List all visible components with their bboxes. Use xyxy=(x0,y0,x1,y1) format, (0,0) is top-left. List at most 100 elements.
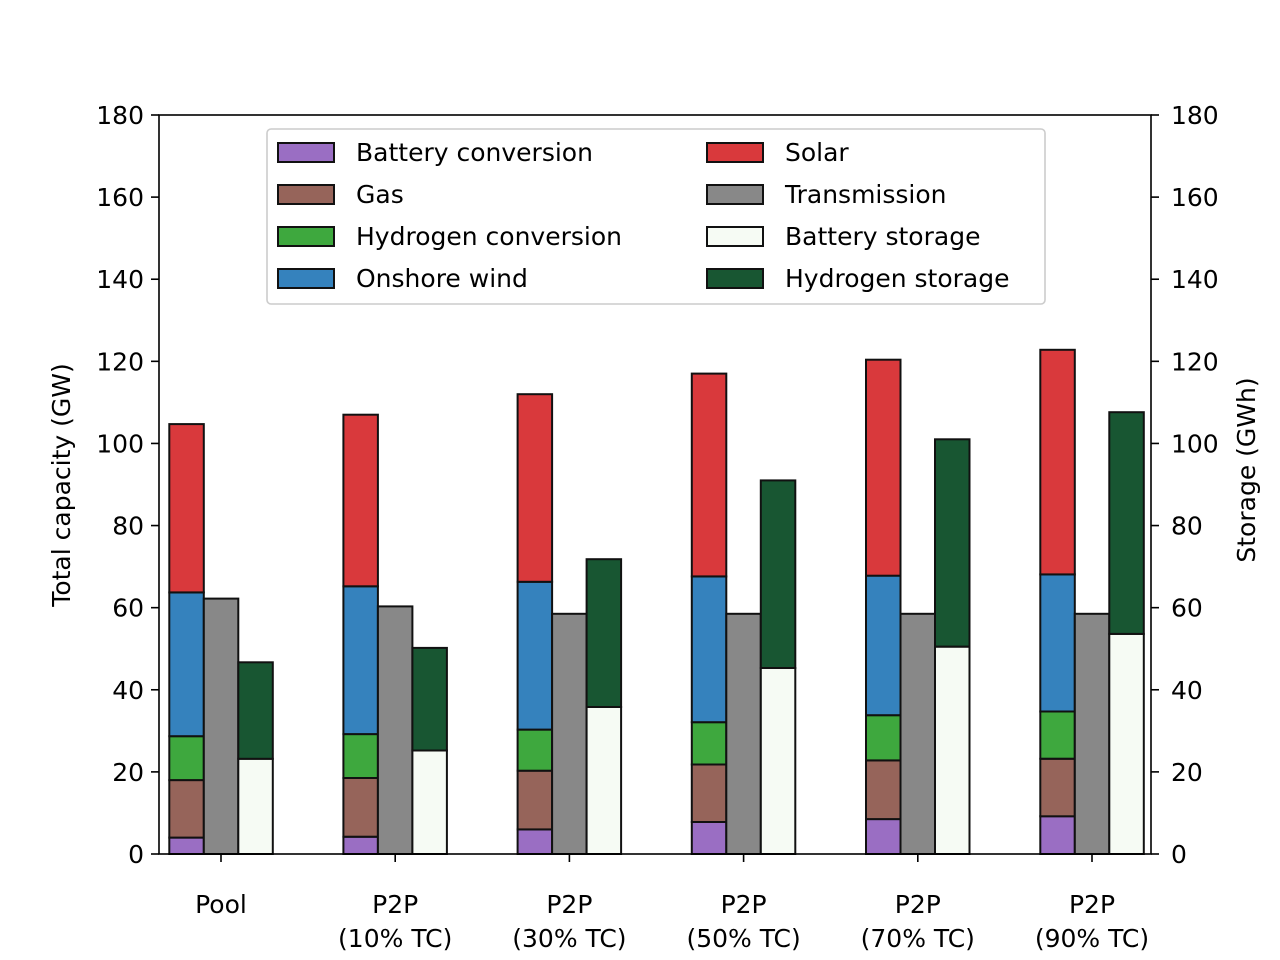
bar-solar-1 xyxy=(342,413,379,588)
legend-box xyxy=(266,128,1046,305)
bars-layer xyxy=(168,348,1145,856)
bar-battery-conversion-0 xyxy=(168,836,205,855)
bar-battery-storage-0 xyxy=(237,757,274,855)
bar-hydrogen-storage-2 xyxy=(585,558,623,709)
bar-battery-conversion-3 xyxy=(690,821,728,855)
left-tick-label-4: 80 xyxy=(112,512,144,541)
bar-battery-conversion-5 xyxy=(1039,815,1076,856)
legend-swatch-7 xyxy=(706,268,764,289)
bar-hydrogen-conversion-2 xyxy=(516,728,554,772)
left-tick-label-6: 120 xyxy=(96,347,144,376)
legend-label-1: Gas xyxy=(356,180,404,209)
bar-transmission-5 xyxy=(1073,612,1111,855)
legend: Battery conversion Gas Hydrogen conversion… xyxy=(266,128,1046,305)
bar-solar-3 xyxy=(690,372,728,578)
bar-hydrogen-conversion-0 xyxy=(168,735,205,782)
bar-transmission-2 xyxy=(551,612,588,855)
right-tick-label-9: 180 xyxy=(1171,101,1219,130)
right-tick-label-0: 0 xyxy=(1171,840,1187,869)
left-tick-label-9: 180 xyxy=(96,101,144,130)
bar-hydrogen-conversion-4 xyxy=(865,714,902,762)
x-tick-label-4-0: P2P xyxy=(895,890,941,919)
x-tick-label-2-1: (30% TC) xyxy=(512,924,626,953)
right-tick-label-1: 20 xyxy=(1171,758,1203,787)
right-tick-label-7: 140 xyxy=(1171,265,1219,294)
legend-label-0: Battery conversion xyxy=(356,138,593,167)
left-tick-label-3: 60 xyxy=(112,594,144,623)
bar-hydrogen-storage-3 xyxy=(759,479,797,669)
legend-swatch-2 xyxy=(277,226,335,247)
left-axis-title: Total capacity (GW) xyxy=(47,363,76,607)
bar-gas-1 xyxy=(342,777,379,838)
bar-hydrogen-conversion-1 xyxy=(342,733,379,779)
bar-gas-2 xyxy=(516,769,554,831)
bar-battery-storage-3 xyxy=(759,667,797,855)
bar-solar-5 xyxy=(1039,348,1076,576)
bar-onshore-wind-4 xyxy=(865,574,902,717)
bar-gas-5 xyxy=(1039,757,1076,818)
x-tick-label-3-1: (50% TC) xyxy=(686,924,800,953)
right-tick-label-4: 80 xyxy=(1171,512,1203,541)
x-tick-label-4-1: (70% TC) xyxy=(861,924,975,953)
bar-transmission-1 xyxy=(376,605,414,856)
bar-gas-0 xyxy=(168,779,205,839)
bar-solar-2 xyxy=(516,393,554,583)
bar-hydrogen-conversion-5 xyxy=(1039,710,1076,760)
left-tick-label-7: 140 xyxy=(96,265,144,294)
right-tick-label-6: 120 xyxy=(1171,347,1219,376)
legend-label-3: Onshore wind xyxy=(356,264,528,293)
x-tick-label-5-1: (90% TC) xyxy=(1035,924,1149,953)
legend-swatch-0 xyxy=(277,142,335,163)
left-y-axis: 0 20 40 60 80 100 120 140 160 180 xyxy=(96,101,159,869)
bar-onshore-wind-2 xyxy=(516,580,554,731)
legend-swatch-5 xyxy=(706,184,764,205)
right-tick-label-8: 160 xyxy=(1171,183,1219,212)
x-tick-label-0-0: Pool xyxy=(195,890,247,919)
bar-solar-4 xyxy=(865,358,902,577)
left-tick-label-8: 160 xyxy=(96,183,144,212)
bar-onshore-wind-0 xyxy=(168,591,205,738)
bar-battery-conversion-2 xyxy=(516,828,554,856)
right-tick-label-5: 100 xyxy=(1171,429,1219,458)
left-tick-label-2: 40 xyxy=(112,676,144,705)
left-tick-label-5: 100 xyxy=(96,429,144,458)
bar-hydrogen-storage-0 xyxy=(237,661,274,760)
right-y-axis: 0 20 40 60 80 100 120 140 160 180 xyxy=(1151,101,1219,869)
bar-transmission-4 xyxy=(899,612,936,855)
x-tick-label-5-0: P2P xyxy=(1069,890,1115,919)
bar-hydrogen-conversion-3 xyxy=(690,721,728,766)
legend-label-2: Hydrogen conversion xyxy=(356,222,622,251)
right-tick-label-3: 60 xyxy=(1171,594,1203,623)
bar-battery-storage-4 xyxy=(934,645,971,856)
bar-gas-4 xyxy=(865,759,902,821)
bar-transmission-0 xyxy=(202,597,240,855)
left-tick-label-1: 20 xyxy=(112,758,144,787)
plot-frame xyxy=(158,114,1152,855)
bar-battery-conversion-4 xyxy=(865,818,902,855)
bar-gas-3 xyxy=(690,763,728,823)
legend-swatch-4 xyxy=(706,142,764,163)
legend-swatch-6 xyxy=(706,226,764,247)
legend-label-6: Battery storage xyxy=(785,222,980,251)
x-tick-label-2-0: P2P xyxy=(546,890,592,919)
right-tick-label-2: 40 xyxy=(1171,676,1203,705)
bar-onshore-wind-3 xyxy=(690,575,728,724)
bar-onshore-wind-1 xyxy=(342,585,379,736)
x-tick-label-3-0: P2P xyxy=(721,890,767,919)
left-tick-label-0: 0 xyxy=(128,840,144,869)
legend-swatch-3 xyxy=(277,268,335,289)
legend-label-5: Transmission xyxy=(784,180,947,209)
right-axis-title: Storage (GWh) xyxy=(1232,377,1261,562)
bar-battery-conversion-1 xyxy=(342,835,379,855)
legend-label-4: Solar xyxy=(785,138,849,167)
bar-battery-storage-2 xyxy=(585,706,623,855)
x-tick-label-1-0: P2P xyxy=(372,890,418,919)
bar-battery-storage-1 xyxy=(411,749,448,855)
bar-solar-0 xyxy=(168,423,205,594)
x-tick-label-1-1: (10% TC) xyxy=(338,924,452,953)
legend-swatch-1 xyxy=(277,184,335,205)
x-axis: Pool P2P (10% TC) P2P (30% TC) P2P (50% TC) P2P… xyxy=(195,854,1149,953)
legend-label-7: Hydrogen storage xyxy=(785,264,1010,293)
